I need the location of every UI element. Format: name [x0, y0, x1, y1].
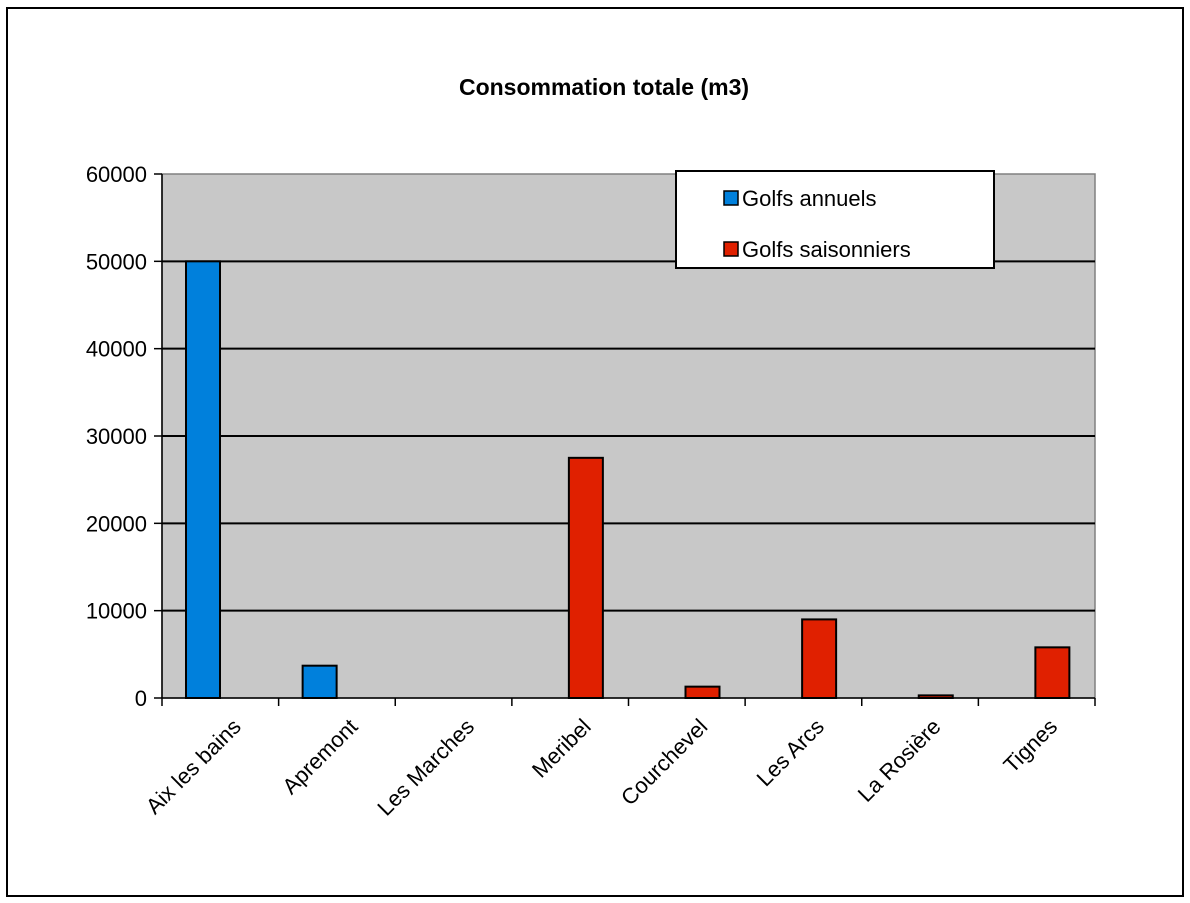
bar-golfs-annuels [301, 664, 338, 699]
x-tick-label: Meribel [527, 714, 596, 783]
bar-golfs-saisonniers [917, 694, 954, 700]
bar-golfs-saisonniers [567, 456, 604, 700]
bar-golfs-saisonniers [684, 685, 721, 700]
y-tick-label: 30000 [86, 424, 147, 449]
bar-golfs-annuels [185, 260, 221, 699]
chart-title: Consommation totale (m3) [459, 74, 749, 100]
x-tick-label: Tignes [998, 714, 1062, 778]
legend-label: Golfs saisonniers [742, 237, 911, 262]
y-tick-label: 20000 [86, 511, 147, 536]
x-tick-label: Apremont [277, 714, 362, 799]
legend-swatch [723, 241, 739, 257]
x-tick-label: Courchevel [616, 714, 712, 810]
bar-golfs-saisonniers [801, 618, 838, 700]
y-tick-label: 0 [135, 686, 147, 711]
legend-swatch [723, 190, 739, 206]
x-tick-label: Les Marches [372, 714, 479, 821]
x-tick-label: La Rosière [853, 714, 946, 807]
y-tick-label: 10000 [86, 599, 147, 624]
x-tick-label: Aix les bains [141, 714, 246, 819]
legend-label: Golfs annuels [742, 186, 877, 211]
legend: Golfs annuels Golfs saisonniers [675, 170, 995, 269]
y-tick-label: 60000 [86, 162, 147, 187]
bar-golfs-saisonniers [1034, 646, 1071, 700]
y-tick-label: 50000 [86, 249, 147, 274]
y-tick-label: 40000 [86, 337, 147, 362]
x-tick-label: Les Arcs [752, 714, 829, 791]
